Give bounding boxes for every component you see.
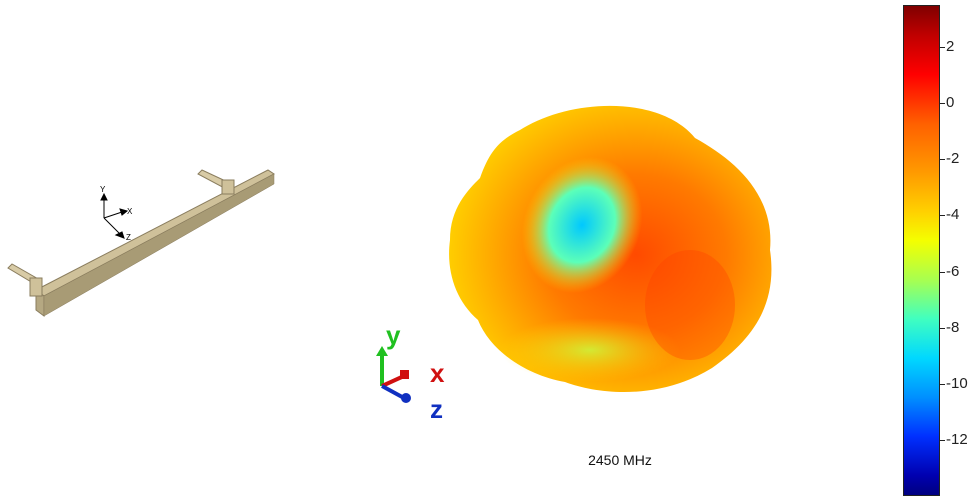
antenna-bar [35, 169, 275, 297]
colorbar-tick-label: -2 [946, 150, 960, 168]
antenna-axis-z-label: Z [126, 233, 131, 242]
antenna-axes-triad [100, 192, 129, 239]
colorbar-tick-label: -8 [946, 318, 960, 336]
colorbar-tick-label: -10 [946, 374, 968, 392]
antenna-axis-x-label: X [127, 207, 133, 216]
colorbar-tick [940, 383, 945, 385]
colorbar-tick [940, 271, 945, 273]
pattern-axis-z-label: z [430, 394, 443, 424]
colorbar-tick-label: -6 [946, 262, 960, 280]
colorbar [903, 5, 940, 496]
colorbar-tick [940, 439, 945, 441]
colorbar-tick [940, 327, 945, 329]
pattern-axes-triad [376, 346, 411, 403]
antenna-axis-y-label: Y [100, 185, 106, 194]
pattern-null-region [521, 156, 643, 294]
antenna-model: Y X Z [7, 169, 275, 317]
radiation-pattern: y x z [376, 105, 772, 424]
colorbar-tick [940, 103, 945, 105]
pattern-axis-y-label: y [386, 320, 401, 350]
pattern-axis-x-label: x [430, 358, 445, 388]
colorbar-tick [940, 215, 945, 217]
colorbar-tick-label: -4 [946, 206, 960, 224]
frequency-label: 2450 MHz [588, 452, 652, 468]
colorbar-tick-label: -12 [946, 430, 968, 448]
colorbar-tick [940, 159, 945, 161]
colorbar-tick-label: 0 [946, 94, 955, 112]
colorbar-tick [940, 47, 945, 49]
colorbar-tick-label: 2 [946, 38, 955, 56]
